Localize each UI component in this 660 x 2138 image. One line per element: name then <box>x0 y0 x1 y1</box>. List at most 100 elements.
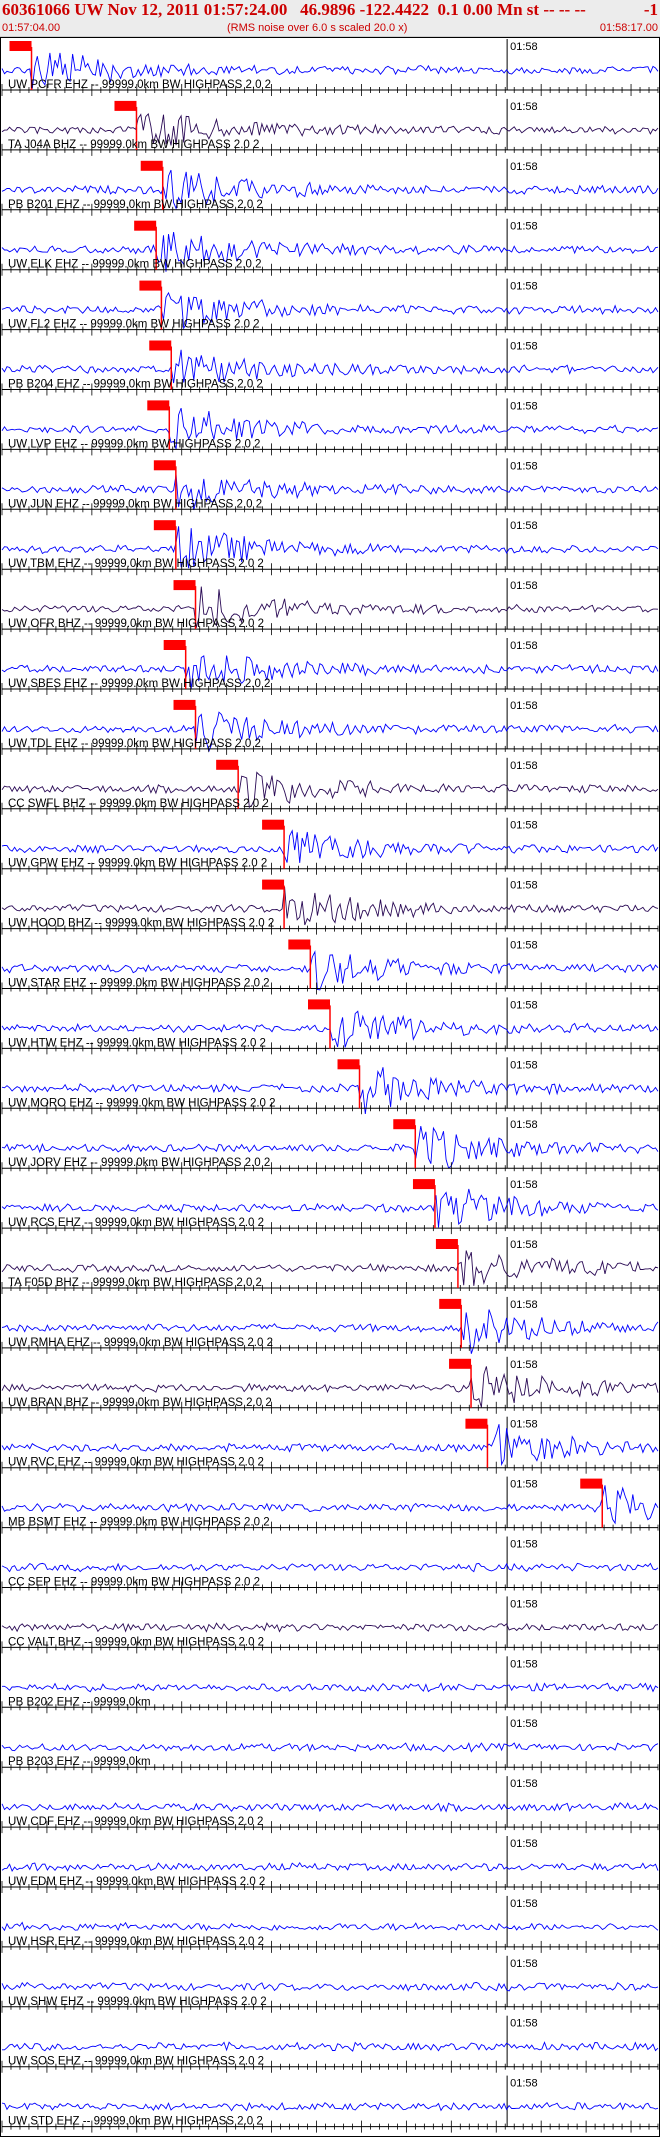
station-label: UW SHW EHZ -- 99999.0km BW HIGHPASS 2.0 … <box>8 1996 267 2008</box>
station-label: PB B201 EHZ -- 99999.0km BW HIGHPASS 2.0… <box>8 199 263 211</box>
waveform <box>1 586 659 628</box>
minute-label: 01:58 <box>510 760 538 772</box>
minute-label: 01:58 <box>510 2078 538 2090</box>
pick-flag <box>439 1298 462 1309</box>
waveform <box>1 169 659 210</box>
minute-label: 01:58 <box>510 1359 538 1371</box>
minute-label: 01:58 <box>510 640 538 652</box>
station-label: UW SOS EHZ -- 99999.0km BW HIGHPASS 2.0 … <box>8 2056 264 2068</box>
minute-label: 01:58 <box>510 341 538 353</box>
waveform <box>1 349 659 384</box>
minute-label: 01:58 <box>510 460 538 472</box>
waveform <box>1 1921 659 1932</box>
minute-label: 01:58 <box>510 700 538 712</box>
pick-flag <box>580 1478 603 1489</box>
minute-label: 01:58 <box>510 1778 538 1790</box>
waveform <box>1 474 659 511</box>
pick-flag <box>139 280 162 291</box>
minute-label: 01:58 <box>510 1898 538 1910</box>
minute-label: 01:58 <box>510 1179 538 1191</box>
waveform <box>1 1424 659 1467</box>
station-label: UW FL2 EHZ -- 99999.0km BW HIGHPASS 2.0 … <box>8 319 260 331</box>
plot-title: 60361066 UW Nov 12, 2011 01:57:24.00 46.… <box>2 0 586 19</box>
waveform <box>1 1562 659 1573</box>
station-label: CC VALT BHZ -- 99999.0km BW HIGHPASS 2.0… <box>8 1636 264 1648</box>
waveform <box>1 1067 659 1115</box>
waveform <box>1 1250 659 1286</box>
pick-flag <box>173 580 196 591</box>
minute-label: 01:58 <box>510 1479 538 1491</box>
minute-label: 01:58 <box>510 1598 538 1610</box>
station-label: UW JORV EHZ -- 99999.0km BW HIGHPASS 2.0… <box>8 1157 270 1169</box>
station-label: UW MORO EHZ -- 99999.0km BW HIGHPASS 2.0… <box>8 1097 276 1109</box>
waveform <box>2 1682 659 1693</box>
pick-flag <box>262 879 285 890</box>
station-label: CC SWFL BHZ -- 99999.0km BW HIGHPASS 2.0… <box>8 798 269 810</box>
minute-label: 01:58 <box>510 1958 538 1970</box>
waveform <box>1 711 659 753</box>
pick-flag <box>153 520 176 531</box>
waveform <box>1 52 659 89</box>
minute-label: 01:58 <box>510 520 538 532</box>
station-label: UW PCFR EHZ -- 99999.0km BW HIGHPASS 2.0… <box>8 79 271 91</box>
minute-label: 01:58 <box>510 1658 538 1670</box>
pick-flag <box>114 100 137 111</box>
waveform <box>1 2101 659 2112</box>
plot-header: 60361066 UW Nov 12, 2011 01:57:24.00 46.… <box>0 0 660 37</box>
waveform <box>1 886 659 926</box>
station-label: UW HSR EHZ -- 99999.0km BW HIGHPASS 2.0 … <box>8 1936 264 1948</box>
pick-flag <box>134 220 157 231</box>
station-label: UW EDM EHZ -- 99999.0km BW HIGHPASS 2.0 … <box>8 1876 265 1888</box>
station-label: UW HTW EHZ -- 99999.0km BW HIGHPASS 2.0 … <box>8 1037 266 1049</box>
minute-label: 01:58 <box>510 880 538 892</box>
station-label: UW OFR BHZ -- 99999.0km BW HIGHPASS 2.0 … <box>8 618 264 630</box>
pick-flag <box>435 1239 458 1249</box>
pick-flag <box>163 640 186 650</box>
waveform <box>1 291 659 330</box>
pick-flag <box>216 759 239 770</box>
station-label: TA J04A BHZ -- 99999.0km BW HIGHPASS 2.0… <box>8 139 259 151</box>
minute-label: 01:58 <box>510 2018 538 2030</box>
waveform <box>1 655 659 689</box>
minute-label: 01:58 <box>510 580 538 592</box>
waveform <box>1 1366 659 1408</box>
station-label: UW SBES EHZ -- 99999.0km BW HIGHPASS 2.0… <box>8 678 270 690</box>
pick-flag <box>153 460 176 471</box>
waveform <box>1 1309 659 1354</box>
pick-flag <box>149 340 172 351</box>
minute-label: 01:58 <box>510 1718 538 1730</box>
station-label: UW ELK EHZ -- 99999.0km BW HIGHPASS 2.0 … <box>8 259 262 271</box>
start-time: 01:57:04.00 <box>2 22 61 34</box>
station-label: UW LVP EHZ -- 99999.0km BW HIGHPASS 2.0 … <box>8 438 260 450</box>
minute-label: 01:58 <box>510 221 538 233</box>
station-label: PB B202 EHZ -- 99999.0km <box>8 1696 151 1708</box>
pick-flag <box>449 1358 472 1369</box>
minute-label: 01:58 <box>510 940 538 952</box>
waveform <box>1 829 659 863</box>
station-label: UW TDL EHZ -- 99999.0km BW HIGHPASS 2.0 … <box>8 738 261 750</box>
station-label: PB B204 EHZ -- 99999.0km BW HIGHPASS 2.0… <box>8 379 263 391</box>
minute-label: 01:58 <box>510 281 538 293</box>
waveform <box>1 407 659 450</box>
station-label: UW RVC EHZ -- 99999.0km BW HIGHPASS 2.0 … <box>8 1457 264 1469</box>
station-label: CC SEP EHZ -- 99999.0km BW HIGHPASS 2.0 … <box>8 1577 260 1589</box>
station-label: TA F05D BHZ -- 99999.0km BW HIGHPASS 2.0… <box>8 1277 262 1289</box>
waveform <box>1 1126 659 1169</box>
seismogram-plot: 01:58 UW PCFR EHZ -- 99999.0km BW HIGHPAS… <box>0 37 660 2137</box>
minute-label: 01:58 <box>510 820 538 832</box>
station-label: UW GPW EHZ -- 99999.0km BW HIGHPASS 2.0 … <box>8 858 267 870</box>
station-label: PB B203 EHZ -- 99999.0km <box>8 1756 151 1768</box>
pick-flag <box>465 1418 488 1429</box>
pick-flag <box>393 1119 416 1130</box>
station-label: UW HOOD BHZ -- 99999.0km BW HIGHPASS 2.0… <box>8 918 274 930</box>
end-time: 01:58:17.00 <box>599 22 658 34</box>
minute-label: 01:58 <box>510 41 538 53</box>
station-label: UW STD EHZ -- 99999.0km BW HIGHPASS 2.0 … <box>8 2116 263 2128</box>
minute-label: 01:58 <box>510 1059 538 1071</box>
station-label: UW TBM EHZ -- 99999.0km BW HIGHPASS 2.0 … <box>8 558 264 570</box>
minute-label: 01:58 <box>510 1239 538 1251</box>
station-label: UW JUN EHZ -- 99999.0km BW HIGHPASS 2.0 … <box>8 498 262 510</box>
pick-flag <box>147 400 170 411</box>
minute-label: 01:58 <box>510 1299 538 1311</box>
pick-flag <box>140 160 163 171</box>
